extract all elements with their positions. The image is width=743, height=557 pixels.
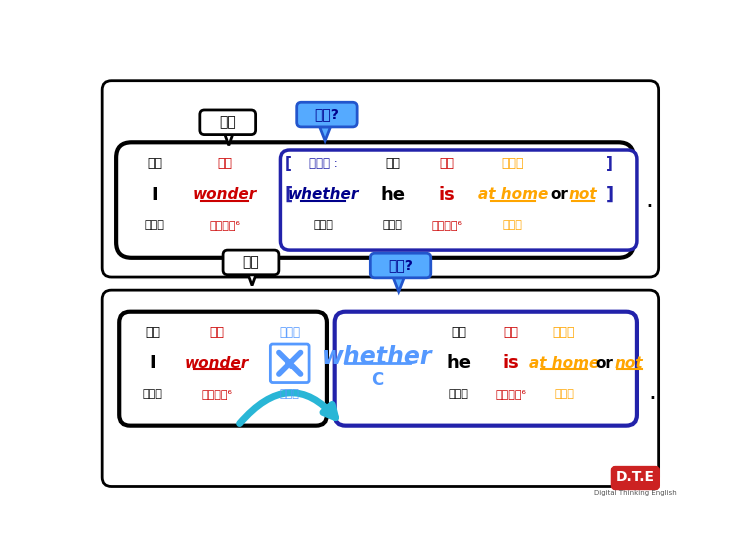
FancyBboxPatch shape <box>103 81 658 277</box>
Text: at home: at home <box>478 187 548 202</box>
Text: 수식어: 수식어 <box>553 326 575 339</box>
Polygon shape <box>393 278 404 292</box>
Text: 무엇?: 무엇? <box>314 108 340 121</box>
Text: [: [ <box>285 157 291 172</box>
Text: 동사: 동사 <box>210 326 224 339</box>
Text: wonder: wonder <box>192 187 257 202</box>
Text: 동사: 동사 <box>217 158 232 170</box>
Text: 부사구: 부사구 <box>554 389 574 399</box>
Text: ]: ] <box>606 157 613 172</box>
Text: he: he <box>380 185 405 204</box>
Polygon shape <box>225 135 233 145</box>
Text: whether: whether <box>322 345 432 369</box>
FancyBboxPatch shape <box>103 290 658 486</box>
FancyBboxPatch shape <box>334 312 637 426</box>
Text: 대명사: 대명사 <box>280 389 299 399</box>
FancyBboxPatch shape <box>270 344 309 383</box>
Polygon shape <box>248 275 256 286</box>
Text: 주어: 주어 <box>386 158 400 170</box>
Text: 주어: 주어 <box>451 326 466 339</box>
Text: 수식어: 수식어 <box>502 158 524 170</box>
Text: it: it <box>284 358 296 372</box>
Text: 정형동사⁶: 정형동사⁶ <box>210 221 240 231</box>
FancyBboxPatch shape <box>280 150 637 250</box>
Text: 동사: 동사 <box>440 158 455 170</box>
Text: D.T.E: D.T.E <box>616 470 655 484</box>
Text: or: or <box>595 356 613 371</box>
Text: 대명사: 대명사 <box>449 389 469 399</box>
Text: is: is <box>438 185 455 204</box>
Text: 목적어: 목적어 <box>279 326 300 339</box>
Text: not: not <box>568 187 597 202</box>
Text: 대명사: 대명사 <box>383 221 403 231</box>
Text: I: I <box>149 354 156 372</box>
Polygon shape <box>319 127 331 141</box>
Text: 주어: 주어 <box>145 326 160 339</box>
Text: 명사절 :: 명사절 : <box>308 158 337 170</box>
Text: 대명사: 대명사 <box>145 221 165 231</box>
Text: I: I <box>152 185 158 204</box>
Text: [: [ <box>284 185 292 204</box>
FancyBboxPatch shape <box>296 102 357 127</box>
Text: 무엇?: 무엇? <box>388 258 413 272</box>
Text: 정형동사⁶: 정형동사⁶ <box>495 389 526 399</box>
Text: Digital Thinking English: Digital Thinking English <box>594 490 677 496</box>
Text: ]: ] <box>606 185 614 204</box>
FancyBboxPatch shape <box>370 253 431 278</box>
Text: at home: at home <box>529 356 600 371</box>
Text: 대명사: 대명사 <box>143 389 163 399</box>
Text: is: is <box>502 354 519 372</box>
Text: 주절: 주절 <box>219 115 236 129</box>
Text: .: . <box>649 380 656 404</box>
Text: 접속사: 접속사 <box>313 221 333 231</box>
Text: 정형동사⁶: 정형동사⁶ <box>201 389 233 399</box>
FancyBboxPatch shape <box>116 142 634 258</box>
Text: he: he <box>447 354 471 372</box>
FancyBboxPatch shape <box>119 312 327 426</box>
Text: not: not <box>615 356 643 371</box>
FancyArrowPatch shape <box>239 393 336 423</box>
Text: 동사: 동사 <box>503 326 518 339</box>
Text: .: . <box>646 188 653 212</box>
Text: wonder: wonder <box>185 356 249 371</box>
Text: 부사구: 부사구 <box>503 221 523 231</box>
FancyBboxPatch shape <box>612 467 658 489</box>
FancyBboxPatch shape <box>200 110 256 135</box>
Text: 주어: 주어 <box>147 158 163 170</box>
Text: C: C <box>372 371 383 389</box>
Text: 주절: 주절 <box>243 256 259 270</box>
FancyBboxPatch shape <box>223 250 279 275</box>
Text: 정형동사⁶: 정형동사⁶ <box>432 221 462 231</box>
Text: whether: whether <box>288 187 359 202</box>
Text: or: or <box>551 187 568 202</box>
